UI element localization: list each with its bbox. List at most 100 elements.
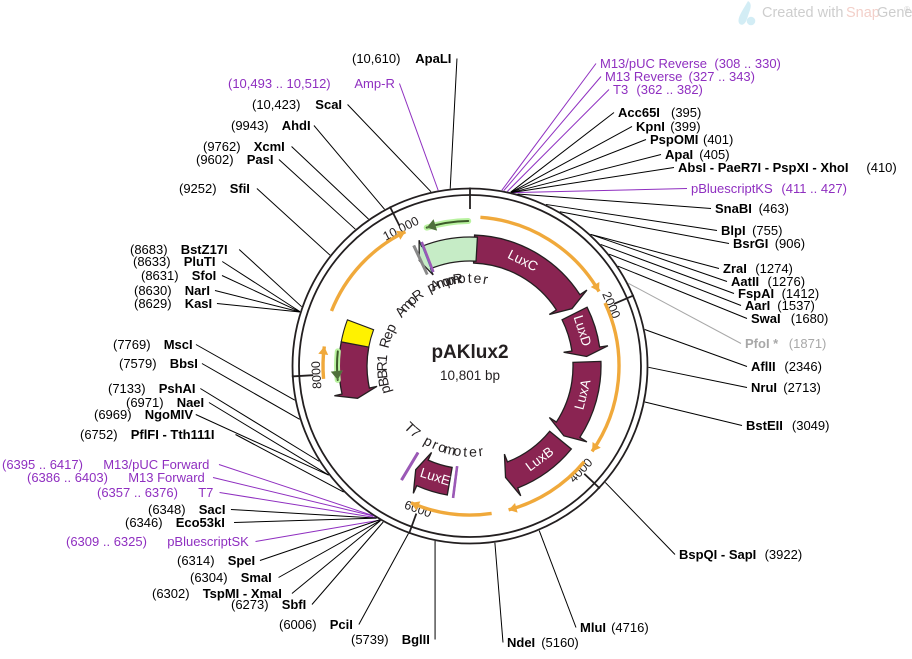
svg-text:(405): (405) <box>699 147 729 162</box>
svg-text:(6309 .. 6325): (6309 .. 6325) <box>66 534 147 549</box>
svg-text:(463): (463) <box>759 201 789 216</box>
svg-text:(7769): (7769) <box>113 337 151 352</box>
svg-text:(395): (395) <box>671 105 701 120</box>
svg-text:BlpI: BlpI <box>721 223 746 238</box>
svg-text:ScaI: ScaI <box>315 97 342 112</box>
svg-text:(6357 .. 6376): (6357 .. 6376) <box>97 485 178 500</box>
svg-text:(10,423): (10,423) <box>252 97 300 112</box>
svg-text:T3: T3 <box>613 82 628 97</box>
svg-text:(401): (401) <box>703 132 733 147</box>
svg-text:(410): (410) <box>866 160 896 175</box>
svg-text:M13/pUC Reverse: M13/pUC Reverse <box>600 56 707 71</box>
svg-text:t: t <box>468 270 472 286</box>
svg-text:e: e <box>469 444 478 460</box>
svg-text:(4716): (4716) <box>611 620 649 635</box>
svg-text:(1274): (1274) <box>755 261 793 276</box>
svg-text:SmaI: SmaI <box>241 570 272 585</box>
svg-text:MluI: MluI <box>580 620 606 635</box>
svg-text:PshAI: PshAI <box>159 381 196 396</box>
svg-text:pBluescriptKS: pBluescriptKS <box>691 181 773 196</box>
svg-text:(2346): (2346) <box>784 359 822 374</box>
svg-text:(5739): (5739) <box>351 632 389 647</box>
svg-text:(362 .. 382): (362 .. 382) <box>636 82 703 97</box>
svg-text:Acc65I: Acc65I <box>618 105 660 120</box>
svg-text:AatII: AatII <box>731 274 759 289</box>
svg-text:(7133): (7133) <box>108 381 146 396</box>
svg-text:(6346): (6346) <box>125 515 163 530</box>
svg-text:SfiI: SfiI <box>230 181 250 196</box>
svg-text:BstEII: BstEII <box>746 418 783 433</box>
svg-text:AflII: AflII <box>751 359 776 374</box>
svg-text:Amp-R: Amp-R <box>354 76 394 91</box>
svg-text:(6752): (6752) <box>80 427 118 442</box>
svg-text:Created with: Created with <box>762 5 843 21</box>
svg-text:pBluescriptSK: pBluescriptSK <box>167 534 249 549</box>
svg-text:(906): (906) <box>775 236 805 251</box>
svg-text:PspOMI: PspOMI <box>650 132 698 147</box>
svg-text:MscI: MscI <box>164 337 193 352</box>
svg-text:(8631): (8631) <box>141 268 179 283</box>
svg-text:(6386 .. 6403): (6386 .. 6403) <box>27 470 108 485</box>
svg-text:(1680): (1680) <box>791 311 829 326</box>
svg-text:(6302): (6302) <box>152 586 190 601</box>
svg-text:(399): (399) <box>670 119 700 134</box>
svg-text:(6006): (6006) <box>279 617 317 632</box>
svg-text:(3049): (3049) <box>792 418 830 433</box>
svg-text:(1871): (1871) <box>789 336 827 351</box>
svg-text:BglII: BglII <box>402 632 430 647</box>
svg-text:1: 1 <box>374 354 391 363</box>
svg-text:ZraI: ZraI <box>723 261 747 276</box>
svg-text:(5160): (5160) <box>541 635 579 650</box>
svg-text:(3922): (3922) <box>765 547 803 562</box>
svg-text:Eco53kI: Eco53kI <box>176 515 225 530</box>
svg-text:pAKlux2: pAKlux2 <box>431 342 508 363</box>
svg-text:BbsI: BbsI <box>170 356 198 371</box>
svg-text:T7: T7 <box>198 485 213 500</box>
svg-text:(10,610): (10,610) <box>352 51 400 66</box>
svg-text:SwaI: SwaI <box>751 311 781 326</box>
svg-text:r: r <box>482 271 490 288</box>
svg-text:BsrGI: BsrGI <box>733 236 768 251</box>
svg-text:PluTI: PluTI <box>184 254 216 269</box>
svg-text:AhdI: AhdI <box>282 118 311 133</box>
svg-text:KasI: KasI <box>185 296 212 311</box>
svg-text:NgoMIV: NgoMIV <box>145 407 194 422</box>
svg-text:(6314): (6314) <box>177 553 215 568</box>
svg-text:(411 .. 427): (411 .. 427) <box>781 181 847 196</box>
svg-text:SbfI: SbfI <box>282 597 307 612</box>
svg-text:NruI: NruI <box>751 380 777 395</box>
svg-text:(1276): (1276) <box>768 274 806 289</box>
svg-text:ApaI: ApaI <box>665 147 693 162</box>
svg-text:M13 Reverse: M13 Reverse <box>605 69 682 84</box>
svg-text:(308 .. 330): (308 .. 330) <box>714 56 781 71</box>
svg-text:r: r <box>477 443 484 459</box>
svg-text:e: e <box>473 270 482 287</box>
svg-text:o: o <box>457 270 466 287</box>
svg-text:(8629): (8629) <box>134 296 172 311</box>
svg-text:NdeI: NdeI <box>507 635 535 650</box>
svg-text:ApaLI: ApaLI <box>415 51 451 66</box>
svg-text:(2713): (2713) <box>783 380 821 395</box>
svg-text:PflFI - Tth111I: PflFI - Tth111I <box>131 427 215 442</box>
svg-text:BspQI - SapI: BspQI - SapI <box>679 547 756 562</box>
svg-text:(755): (755) <box>752 223 782 238</box>
svg-text:t: t <box>463 443 468 459</box>
svg-text:M13 Forward: M13 Forward <box>128 470 205 485</box>
svg-text:(7579): (7579) <box>119 356 157 371</box>
svg-text:PciI: PciI <box>330 617 353 632</box>
svg-text:®: ® <box>904 5 910 14</box>
svg-text:(327 .. 343): (327 .. 343) <box>689 69 756 84</box>
svg-text:(6273): (6273) <box>231 597 269 612</box>
svg-text:(9943): (9943) <box>231 118 269 133</box>
svg-text:SnaBI: SnaBI <box>715 201 752 216</box>
svg-text:Snap: Snap <box>846 5 880 21</box>
svg-text:PfoI *: PfoI * <box>745 336 779 351</box>
svg-text:(6969): (6969) <box>94 407 132 422</box>
svg-text:SpeI: SpeI <box>228 553 255 568</box>
svg-text:(8633): (8633) <box>133 254 171 269</box>
svg-text:(10,493 .. 10,512): (10,493 .. 10,512) <box>228 76 331 91</box>
svg-text:(9602): (9602) <box>196 152 234 167</box>
svg-text:AbsI - PaeR7I - PspXI - XhoI: AbsI - PaeR7I - PspXI - XhoI <box>678 160 848 175</box>
svg-text:10,000: 10,000 <box>381 214 421 244</box>
svg-text:10,801 bp: 10,801 bp <box>440 368 500 383</box>
